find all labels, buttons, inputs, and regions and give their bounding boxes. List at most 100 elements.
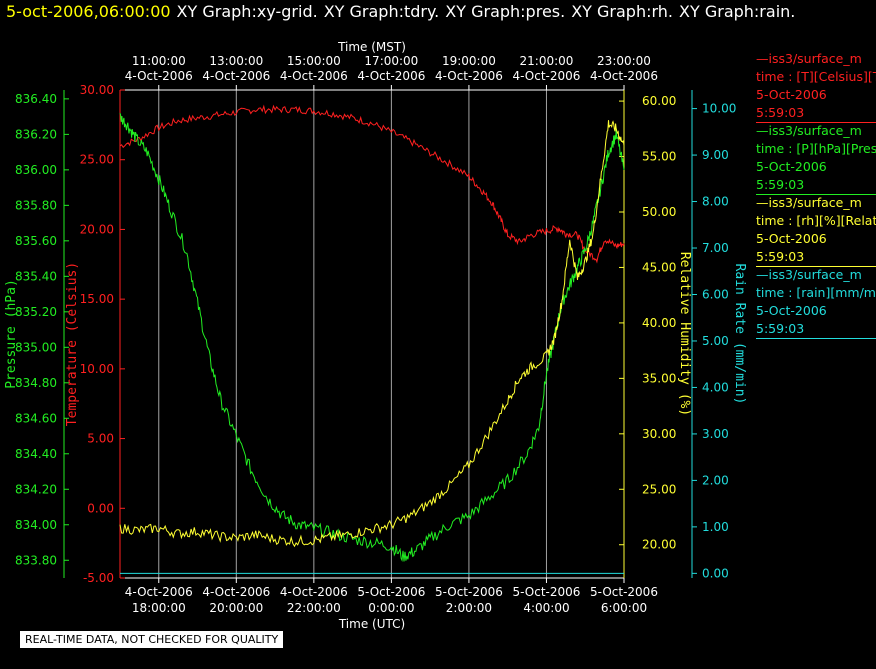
humidity-tick-label: 25.00 [642,482,676,496]
top-tick-date-label: 4-Oct-2006 [280,69,348,83]
legend-time-text: 5:59:03 [756,249,805,264]
top-tick-time-label: 21:00:00 [520,54,574,68]
top-axis-title: Time (MST) [337,40,406,54]
rain-axis-title: Rain Rate (mm/min) [732,264,747,405]
graph-title-bar: 5-oct-2006,06:00:00 XY Graph:xy-grid. XY G… [6,2,795,21]
datetime-label: 5-oct-2006,06:00:00 [6,2,171,21]
legend-var-text: time : [P][hPa][Pres [756,141,876,156]
graph-name-tdry[interactable]: XY Graph:tdry. [323,2,440,21]
pressure-tick-label: 836.40 [15,92,57,106]
legend-date-text: 5-Oct-2006 [756,303,827,318]
bottom-tick-time-label: 18:00:00 [132,601,186,615]
humidity-tick-label: 40.00 [642,316,676,330]
bottom-tick-date-label: 4-Oct-2006 [202,585,270,599]
pressure-tick-label: 834.00 [15,518,57,532]
top-tick-date-label: 4-Oct-2006 [202,69,270,83]
temperature-series-line [119,104,625,264]
graph-name-rain[interactable]: XY Graph:rain. [679,2,796,21]
temperature-tick-label: 25.00 [80,153,114,167]
rain-tick-label: 7.00 [702,241,729,255]
rain-tick-label: 2.00 [702,473,729,487]
graph-name-rh[interactable]: XY Graph:rh. [571,2,674,21]
legend-date-text: 5-Oct-2006 [756,87,827,102]
temperature-tick-label: -5.00 [83,571,114,585]
bottom-tick-time-label: 22:00:00 [287,601,341,615]
top-tick-date-label: 4-Oct-2006 [357,69,425,83]
humidity-tick-label: 35.00 [642,371,676,385]
pressure-axis-title: Pressure (hPa) [4,279,19,389]
bottom-tick-date-label: 5-Oct-2006 [513,585,581,599]
temperature-tick-label: 30.00 [80,83,114,97]
temperature-tick-label: 0.00 [87,501,114,515]
bottom-tick-date-label: 4-Oct-2006 [280,585,348,599]
legend-separator [756,194,876,195]
humidity-tick-label: 50.00 [642,205,676,219]
pressure-tick-label: 835.60 [15,234,57,248]
graph-name-pres[interactable]: XY Graph:pres. [445,2,566,21]
legend-line-text: —iss3/surface_m [756,267,862,282]
legend-line-text: —iss3/surface_m [756,195,862,210]
temperature-axis-title: Temperature (Celsius) [65,262,80,426]
bottom-tick-date-label: 5-Oct-2006 [357,585,425,599]
humidity-axis-title: Relative Humidity (%) [677,252,692,416]
pressure-tick-label: 836.20 [15,127,57,141]
pressure-tick-label: 836.00 [15,163,57,177]
top-tick-time-label: 13:00:00 [209,54,263,68]
legend-date-text: 5-Oct-2006 [756,231,827,246]
rain-tick-label: 9.00 [702,148,729,162]
humidity-tick-label: 55.00 [642,150,676,164]
bottom-axis-title: Time (UTC) [338,617,405,631]
legend-date-text: 5-Oct-2006 [756,159,827,174]
rain-tick-label: 1.00 [702,520,729,534]
top-tick-date-label: 4-Oct-2006 [125,69,193,83]
rain-tick-label: 0.00 [702,566,729,580]
rain-tick-label: 10.00 [702,102,736,116]
legend-var-text: time : [T][Celsius][T [756,69,876,84]
top-tick-time-label: 17:00:00 [364,54,418,68]
bottom-tick-time-label: 0:00:00 [368,601,414,615]
bottom-tick-date-label: 5-Oct-2006 [435,585,503,599]
legend-var-text: time : [rain][mm/min [756,285,876,300]
pressure-tick-label: 835.40 [15,269,57,283]
top-tick-time-label: 11:00:00 [132,54,186,68]
pressure-tick-label: 834.60 [15,411,57,425]
pressure-tick-label: 835.00 [15,340,57,354]
pressure-tick-label: 835.80 [15,198,57,212]
humidity-tick-label: 20.00 [642,538,676,552]
legend-var-text: time : [rh][%][Relativ [756,213,876,228]
humidity-tick-label: 60.00 [642,94,676,108]
legend-line-text: —iss3/surface_m [756,51,862,66]
bottom-tick-time-label: 20:00:00 [209,601,263,615]
legend-time-text: 5:59:03 [756,177,805,192]
temperature-tick-label: 5.00 [87,432,114,446]
legend-time-text: 5:59:03 [756,105,805,120]
bottom-tick-date-label: 5-Oct-2006 [590,585,658,599]
humidity-tick-label: 30.00 [642,427,676,441]
temperature-tick-label: 15.00 [80,292,114,306]
bottom-tick-time-label: 4:00:00 [523,601,569,615]
legend-separator [756,338,876,339]
legend-separator [756,266,876,267]
quality-disclaimer: REAL-TIME DATA, NOT CHECKED FOR QUALITY [20,631,284,648]
pressure-tick-label: 834.20 [15,482,57,496]
pressure-tick-label: 835.20 [15,305,57,319]
rain-tick-label: 6.00 [702,287,729,301]
graph-name-xy-grid[interactable]: XY Graph:xy-grid. [176,2,318,21]
humidity-series-line [119,120,625,548]
top-tick-time-label: 23:00:00 [597,54,651,68]
legend-line-text: —iss3/surface_m [756,123,862,138]
top-tick-date-label: 4-Oct-2006 [435,69,503,83]
rain-tick-label: 3.00 [702,427,729,441]
top-tick-date-label: 4-Oct-2006 [513,69,581,83]
pressure-tick-label: 834.80 [15,376,57,390]
pressure-tick-label: 833.80 [15,553,57,567]
top-tick-time-label: 19:00:00 [442,54,496,68]
bottom-tick-time-label: 6:00:00 [601,601,647,615]
bottom-tick-time-label: 2:00:00 [446,601,492,615]
rain-tick-label: 4.00 [702,380,729,394]
